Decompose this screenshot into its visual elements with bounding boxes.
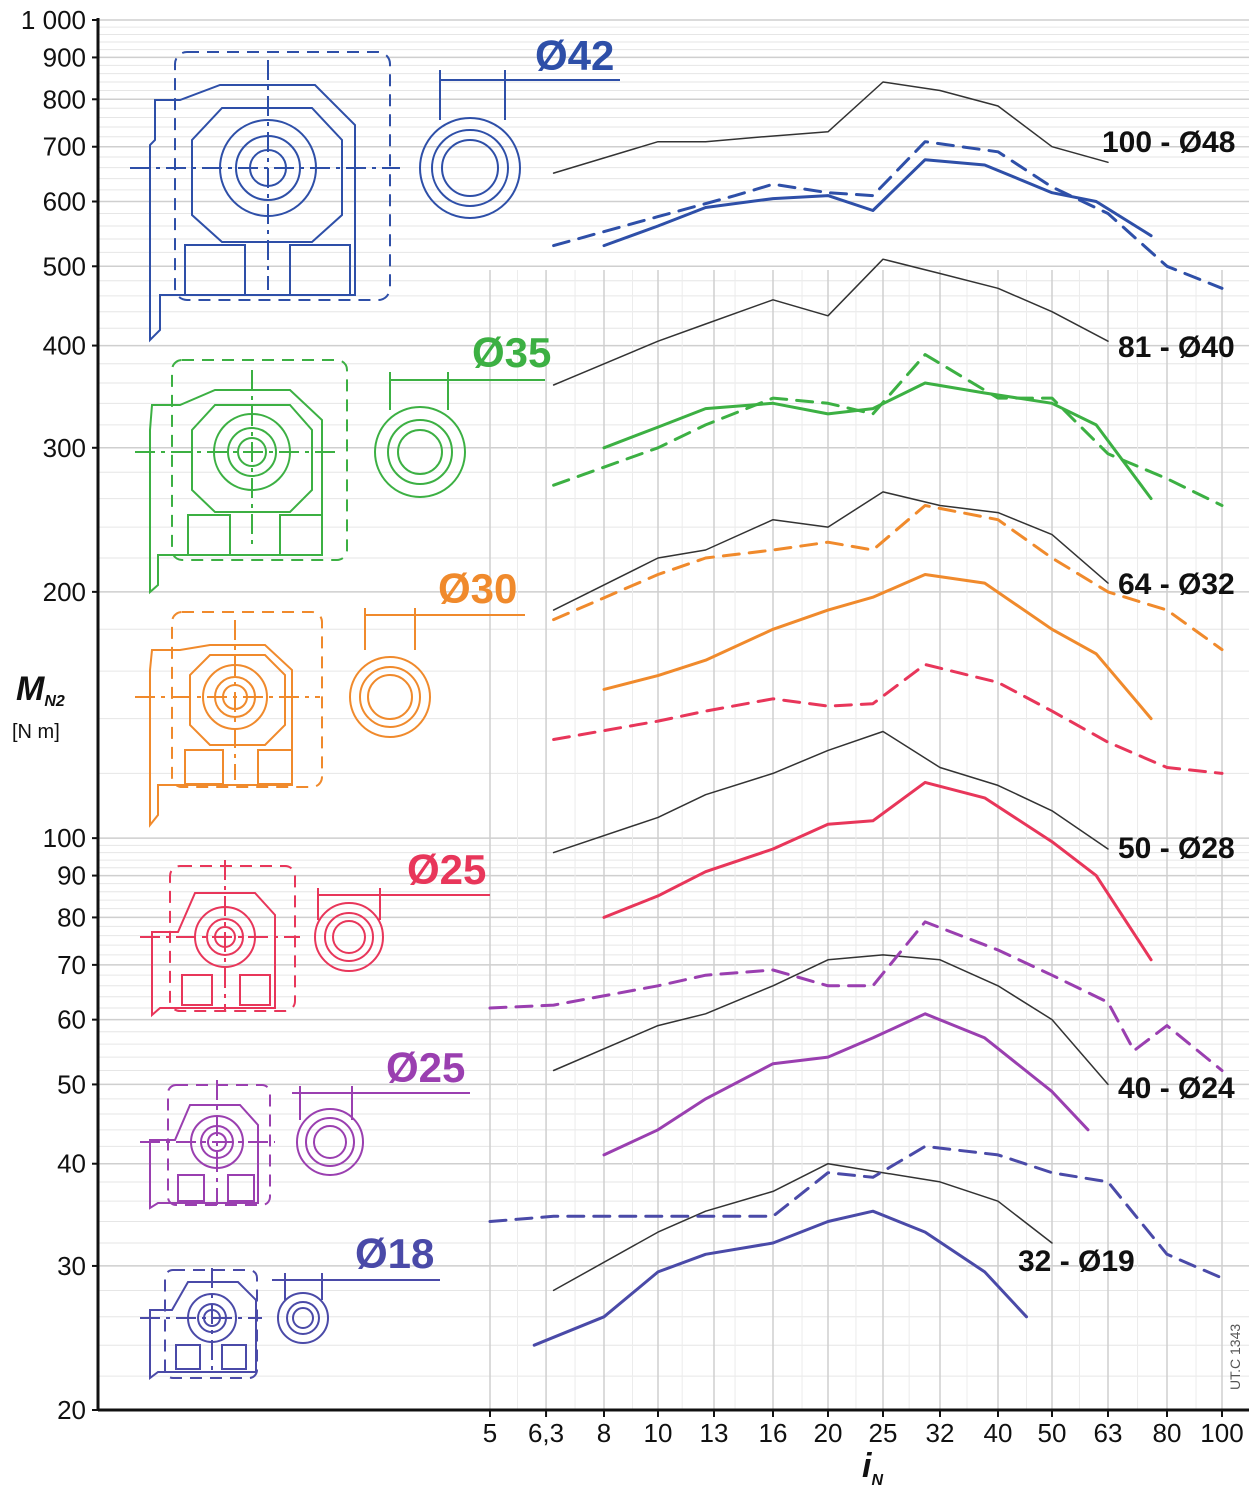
gearbox-drawing-25-red bbox=[140, 860, 490, 1018]
gearbox-drawings bbox=[130, 51, 620, 1380]
y-tick-label: 300 bbox=[43, 433, 86, 463]
x-tick-label: 20 bbox=[814, 1418, 843, 1448]
x-tick-label: 5 bbox=[483, 1418, 497, 1448]
x-tick-label: 13 bbox=[700, 1418, 729, 1448]
series-line-black-thin bbox=[552, 491, 1109, 611]
x-tick-label: 25 bbox=[869, 1418, 898, 1448]
y-tick-label: 100 bbox=[43, 823, 86, 853]
series-line-purple-solid bbox=[602, 1012, 1090, 1157]
y-axis-label-sub: N2 bbox=[44, 693, 65, 710]
series-label-81: 81 - Ø40 bbox=[1118, 331, 1235, 364]
svg-text:MN2: MN2 bbox=[16, 670, 65, 710]
y-tick-label: 500 bbox=[43, 251, 86, 281]
x-axis-label: i bbox=[862, 1447, 873, 1485]
series-line-indigo-dashed bbox=[488, 1144, 1224, 1280]
y-tick-label: 1 000 bbox=[21, 5, 86, 35]
y-tick-labels: 20 30 40 50 60 70 80 90 100 200 300 400 500 600 700 800… bbox=[21, 5, 98, 1425]
x-tick-label: 80 bbox=[1153, 1418, 1182, 1448]
x-axis-label-sub: N bbox=[871, 1472, 883, 1489]
y-tick-label: 400 bbox=[43, 331, 86, 361]
series-lines bbox=[488, 81, 1224, 1347]
gearbox-drawing-18 bbox=[140, 1268, 440, 1380]
series-line-black-thin bbox=[552, 730, 1109, 854]
diameter-label-18: Ø18 bbox=[355, 1230, 434, 1277]
y-tick-label: 80 bbox=[57, 902, 86, 932]
y-tick-label: 600 bbox=[43, 187, 86, 217]
diameter-label-35: Ø35 bbox=[472, 329, 551, 376]
x-tick-label: 100 bbox=[1200, 1418, 1243, 1448]
y-axis-title: MN2 [N m] bbox=[12, 670, 65, 743]
svg-text:iN: iN bbox=[862, 1447, 883, 1489]
y-axis-unit: [N m] bbox=[12, 721, 60, 743]
series-line-black-thin bbox=[552, 258, 1109, 386]
series-line-green-dashed bbox=[552, 353, 1224, 507]
y-tick-label: 20 bbox=[57, 1395, 86, 1425]
y-tick-label: 90 bbox=[57, 861, 86, 891]
x-tick-label: 8 bbox=[597, 1418, 611, 1448]
series-labels: 100 - Ø48 81 - Ø40 64 - Ø32 50 - Ø28 40 … bbox=[1018, 126, 1235, 1278]
series-line-indigo-solid bbox=[532, 1209, 1028, 1347]
axes bbox=[96, 18, 1249, 1412]
y-tick-label: 50 bbox=[57, 1069, 86, 1099]
x-tick-label: 40 bbox=[984, 1418, 1013, 1448]
grid bbox=[98, 19, 1249, 1411]
x-tick-label: 16 bbox=[759, 1418, 788, 1448]
series-line-blue-dashed bbox=[552, 140, 1224, 290]
y-tick-label: 30 bbox=[57, 1251, 86, 1281]
y-tick-label: 900 bbox=[43, 42, 86, 72]
x-tick-label: 32 bbox=[926, 1418, 955, 1448]
y-tick-label: 40 bbox=[57, 1149, 86, 1179]
gearbox-drawing-25-purple bbox=[140, 1080, 470, 1210]
diameter-label-42: Ø42 bbox=[535, 32, 614, 79]
series-line-black-thin bbox=[552, 1162, 1053, 1292]
series-line-red-solid bbox=[602, 780, 1153, 962]
diameter-label-25-red: Ø25 bbox=[407, 846, 486, 893]
series-label-100: 100 - Ø48 bbox=[1102, 126, 1235, 159]
y-axis-label: M bbox=[16, 670, 45, 708]
series-label-40: 40 - Ø24 bbox=[1118, 1072, 1235, 1105]
series-line-blue-solid bbox=[602, 158, 1153, 248]
x-tick-label: 50 bbox=[1038, 1418, 1067, 1448]
gearbox-drawing-35 bbox=[135, 359, 545, 595]
series-line-orange-dashed bbox=[552, 504, 1224, 652]
series-label-32: 32 - Ø19 bbox=[1018, 1245, 1135, 1278]
series-line-green-solid bbox=[602, 381, 1153, 501]
figure-code: UT.C 1343 bbox=[1227, 1324, 1243, 1390]
series-line-red-dashed bbox=[552, 663, 1224, 775]
diameter-labels: Ø42 Ø35 Ø30 Ø25 Ø25 Ø18 bbox=[355, 32, 614, 1277]
series-label-64: 64 - Ø32 bbox=[1118, 568, 1235, 601]
diameter-label-25-purple: Ø25 bbox=[386, 1044, 465, 1091]
series-label-50: 50 - Ø28 bbox=[1118, 832, 1235, 865]
series-line-orange-solid bbox=[602, 573, 1153, 721]
series-line-black-thin bbox=[552, 81, 1109, 174]
x-tick-label: 6,3 bbox=[528, 1418, 564, 1448]
y-tick-label: 800 bbox=[43, 84, 86, 114]
series-line-purple-dashed bbox=[488, 920, 1224, 1072]
gearbox-drawing-30 bbox=[135, 608, 525, 828]
x-axis-title: iN bbox=[862, 1447, 883, 1489]
y-tick-label: 200 bbox=[43, 577, 86, 607]
x-tick-label: 10 bbox=[644, 1418, 673, 1448]
diameter-label-30: Ø30 bbox=[438, 565, 517, 612]
gearbox-drawing-42 bbox=[130, 51, 620, 343]
series-line-black-thin bbox=[552, 954, 1109, 1086]
y-tick-label: 70 bbox=[57, 950, 86, 980]
x-tick-labels: 5 6,3 8 10 13 16 20 25 32 40 50 63 80 100 bbox=[483, 1410, 1244, 1448]
y-tick-label: 700 bbox=[43, 132, 86, 162]
x-tick-label: 63 bbox=[1094, 1418, 1123, 1448]
y-tick-label: 60 bbox=[57, 1005, 86, 1035]
